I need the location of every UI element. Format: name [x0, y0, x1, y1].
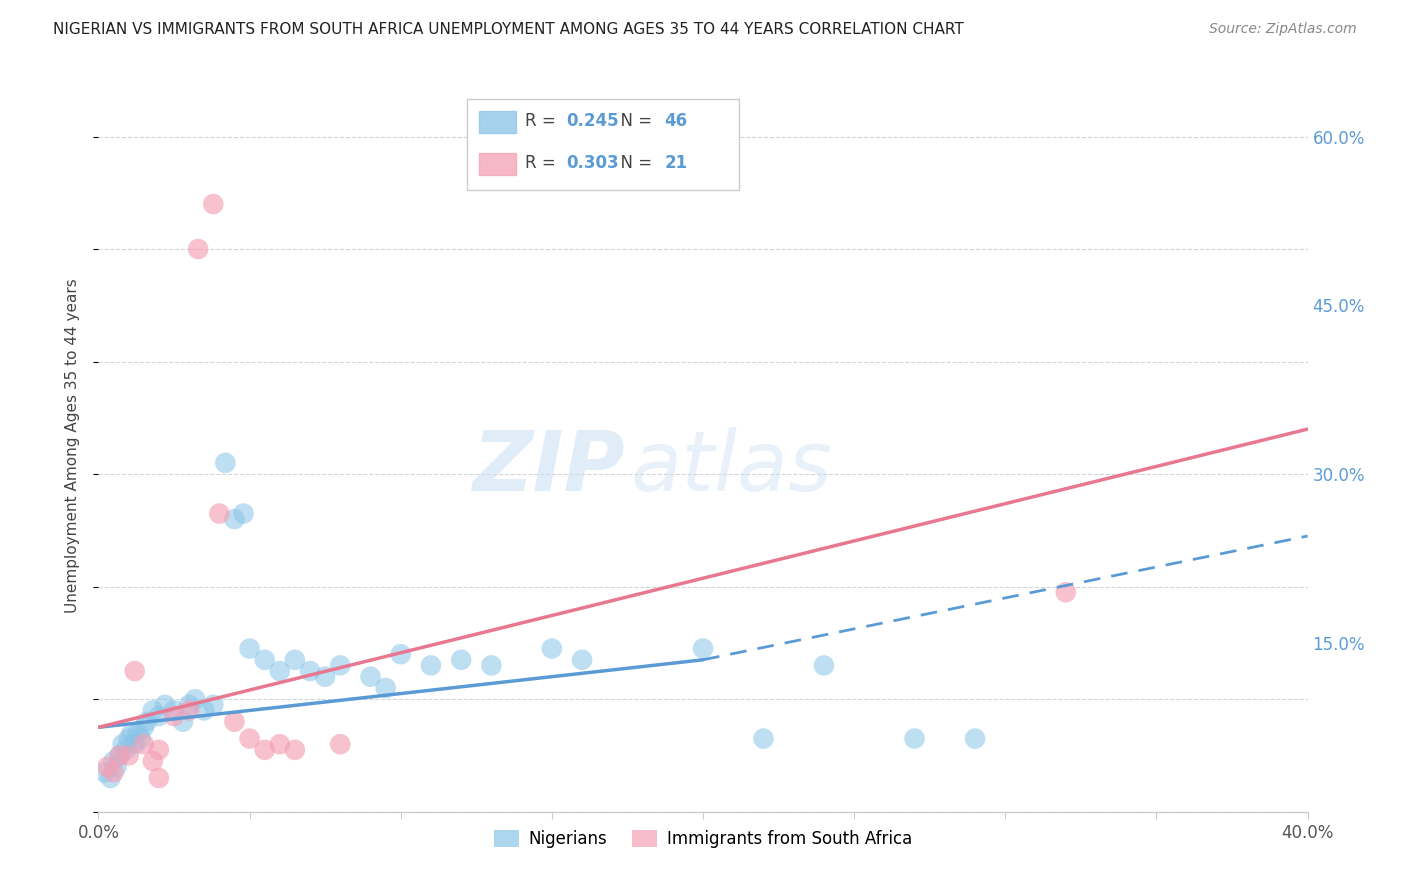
Text: N =: N = — [610, 154, 657, 172]
Text: 0.303: 0.303 — [567, 154, 619, 172]
Y-axis label: Unemployment Among Ages 35 to 44 years: Unemployment Among Ages 35 to 44 years — [65, 278, 80, 614]
Point — [121, 726, 143, 740]
Point — [253, 653, 276, 667]
Point — [172, 714, 194, 729]
Point — [202, 698, 225, 712]
Point — [108, 748, 131, 763]
Point — [114, 743, 136, 757]
Point — [179, 698, 201, 712]
Point — [163, 703, 186, 717]
Point — [904, 731, 927, 746]
Point — [129, 731, 152, 746]
Point — [965, 731, 987, 746]
Point — [540, 641, 562, 656]
Point — [179, 703, 201, 717]
Point — [163, 709, 186, 723]
Point — [187, 242, 209, 256]
Text: 46: 46 — [664, 112, 688, 129]
FancyBboxPatch shape — [479, 153, 516, 176]
Text: Source: ZipAtlas.com: Source: ZipAtlas.com — [1209, 22, 1357, 37]
Point — [142, 754, 165, 768]
Text: ZIP: ZIP — [472, 427, 624, 508]
Point — [184, 692, 207, 706]
Point — [124, 664, 146, 678]
Point — [142, 703, 165, 717]
Point — [111, 737, 134, 751]
Point — [148, 743, 170, 757]
Text: atlas: atlas — [630, 427, 832, 508]
Point — [239, 641, 262, 656]
Point — [314, 670, 336, 684]
Point — [269, 664, 291, 678]
Point — [202, 197, 225, 211]
Point — [813, 658, 835, 673]
Point — [329, 737, 352, 751]
Point — [420, 658, 443, 673]
FancyBboxPatch shape — [467, 99, 740, 190]
Point — [193, 703, 215, 717]
Point — [389, 647, 412, 661]
Point — [571, 653, 593, 667]
Point — [253, 743, 276, 757]
Point — [284, 743, 307, 757]
Text: 0.245: 0.245 — [567, 112, 619, 129]
Point — [100, 771, 122, 785]
Point — [692, 641, 714, 656]
Point — [96, 760, 118, 774]
Point — [232, 507, 254, 521]
Point — [208, 507, 231, 521]
Point — [118, 731, 141, 746]
Point — [481, 658, 503, 673]
Text: 21: 21 — [664, 154, 688, 172]
Point — [93, 765, 115, 780]
Point — [374, 681, 396, 695]
Point — [132, 737, 155, 751]
Text: N =: N = — [610, 112, 657, 129]
Point — [269, 737, 291, 751]
Point — [214, 456, 236, 470]
Legend: Nigerians, Immigrants from South Africa: Nigerians, Immigrants from South Africa — [486, 823, 920, 855]
Point — [450, 653, 472, 667]
Point — [299, 664, 322, 678]
Text: R =: R = — [526, 154, 561, 172]
Point — [148, 709, 170, 723]
Point — [360, 670, 382, 684]
Point — [127, 726, 149, 740]
Point — [105, 760, 128, 774]
Point — [329, 658, 352, 673]
FancyBboxPatch shape — [479, 111, 516, 133]
Point — [239, 731, 262, 746]
Point — [1054, 585, 1077, 599]
Point — [118, 748, 141, 763]
Point — [224, 714, 246, 729]
Point — [103, 754, 125, 768]
Point — [224, 512, 246, 526]
Point — [752, 731, 775, 746]
Point — [284, 653, 307, 667]
Text: R =: R = — [526, 112, 561, 129]
Point — [108, 748, 131, 763]
Point — [132, 720, 155, 734]
Text: NIGERIAN VS IMMIGRANTS FROM SOUTH AFRICA UNEMPLOYMENT AMONG AGES 35 TO 44 YEARS : NIGERIAN VS IMMIGRANTS FROM SOUTH AFRICA… — [53, 22, 965, 37]
Point — [135, 714, 157, 729]
Point — [124, 737, 146, 751]
Point — [153, 698, 176, 712]
Point — [103, 765, 125, 780]
Point — [148, 771, 170, 785]
